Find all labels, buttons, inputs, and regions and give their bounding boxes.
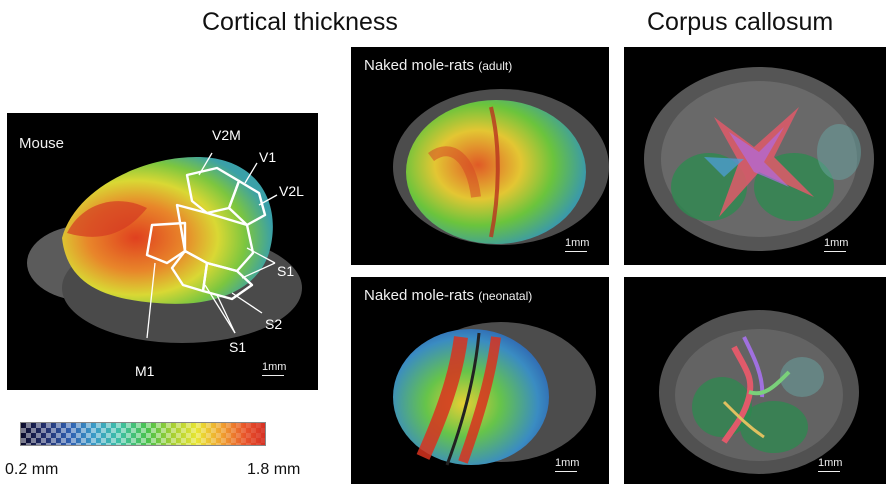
nmr-neonatal-label: Naked mole-rats (neonatal) xyxy=(364,287,533,304)
cc-adult-image xyxy=(644,67,874,251)
cc-adult-panel: 1mm xyxy=(624,47,886,265)
region-v2l: V2L xyxy=(279,183,304,199)
colorbar-max-label: 1.8 mm xyxy=(247,461,301,478)
cc-adult-scale-bar: 1mm xyxy=(824,237,848,252)
cc-neonatal-scale-label: 1mm xyxy=(818,457,843,469)
thickness-colorbar xyxy=(20,422,266,446)
mouse-brain-panel: Mouse V2M V1 V2L S1 S2 S1 M1 1mm xyxy=(7,113,318,390)
region-m1: M1 xyxy=(135,363,155,379)
nmr-adult-image xyxy=(393,89,609,245)
mouse-scale-label: 1mm xyxy=(262,361,287,373)
nmr-neonatal-scale-label: 1mm xyxy=(555,457,580,469)
nmr-neonatal-image xyxy=(393,322,596,466)
title-cortical-thickness: Cortical thickness xyxy=(202,8,398,36)
cc-neonatal-panel: 1mm xyxy=(624,277,886,484)
cc-neonatal-image xyxy=(659,310,859,474)
nmr-neonatal-panel: Naked mole-rats (neonatal) 1mm xyxy=(351,277,609,484)
mouse-scale-bar: 1mm xyxy=(262,361,286,376)
nmr-adult-label: Naked mole-rats (adult) xyxy=(364,57,513,74)
nmr-neonatal-scale-bar: 1mm xyxy=(555,457,579,472)
colorbar-min-label: 0.2 mm xyxy=(5,461,59,478)
cc-adult-scale-label: 1mm xyxy=(824,237,849,249)
nmr-adult-panel: Naked mole-rats (adult) 1mm xyxy=(351,47,609,265)
title-corpus-callosum: Corpus callosum xyxy=(647,8,834,36)
mouse-label: Mouse xyxy=(19,135,65,152)
region-v2m: V2M xyxy=(212,127,241,143)
mouse-brain-image xyxy=(27,152,302,343)
region-s1-right: S1 xyxy=(277,263,295,279)
cc-neonatal-scale-bar: 1mm xyxy=(818,457,842,472)
nmr-adult-scale-label: 1mm xyxy=(565,237,590,249)
region-v1: V1 xyxy=(259,149,277,165)
region-s1-bottom: S1 xyxy=(229,339,247,355)
nmr-adult-scale-bar: 1mm xyxy=(565,237,589,252)
region-s2: S2 xyxy=(265,316,283,332)
